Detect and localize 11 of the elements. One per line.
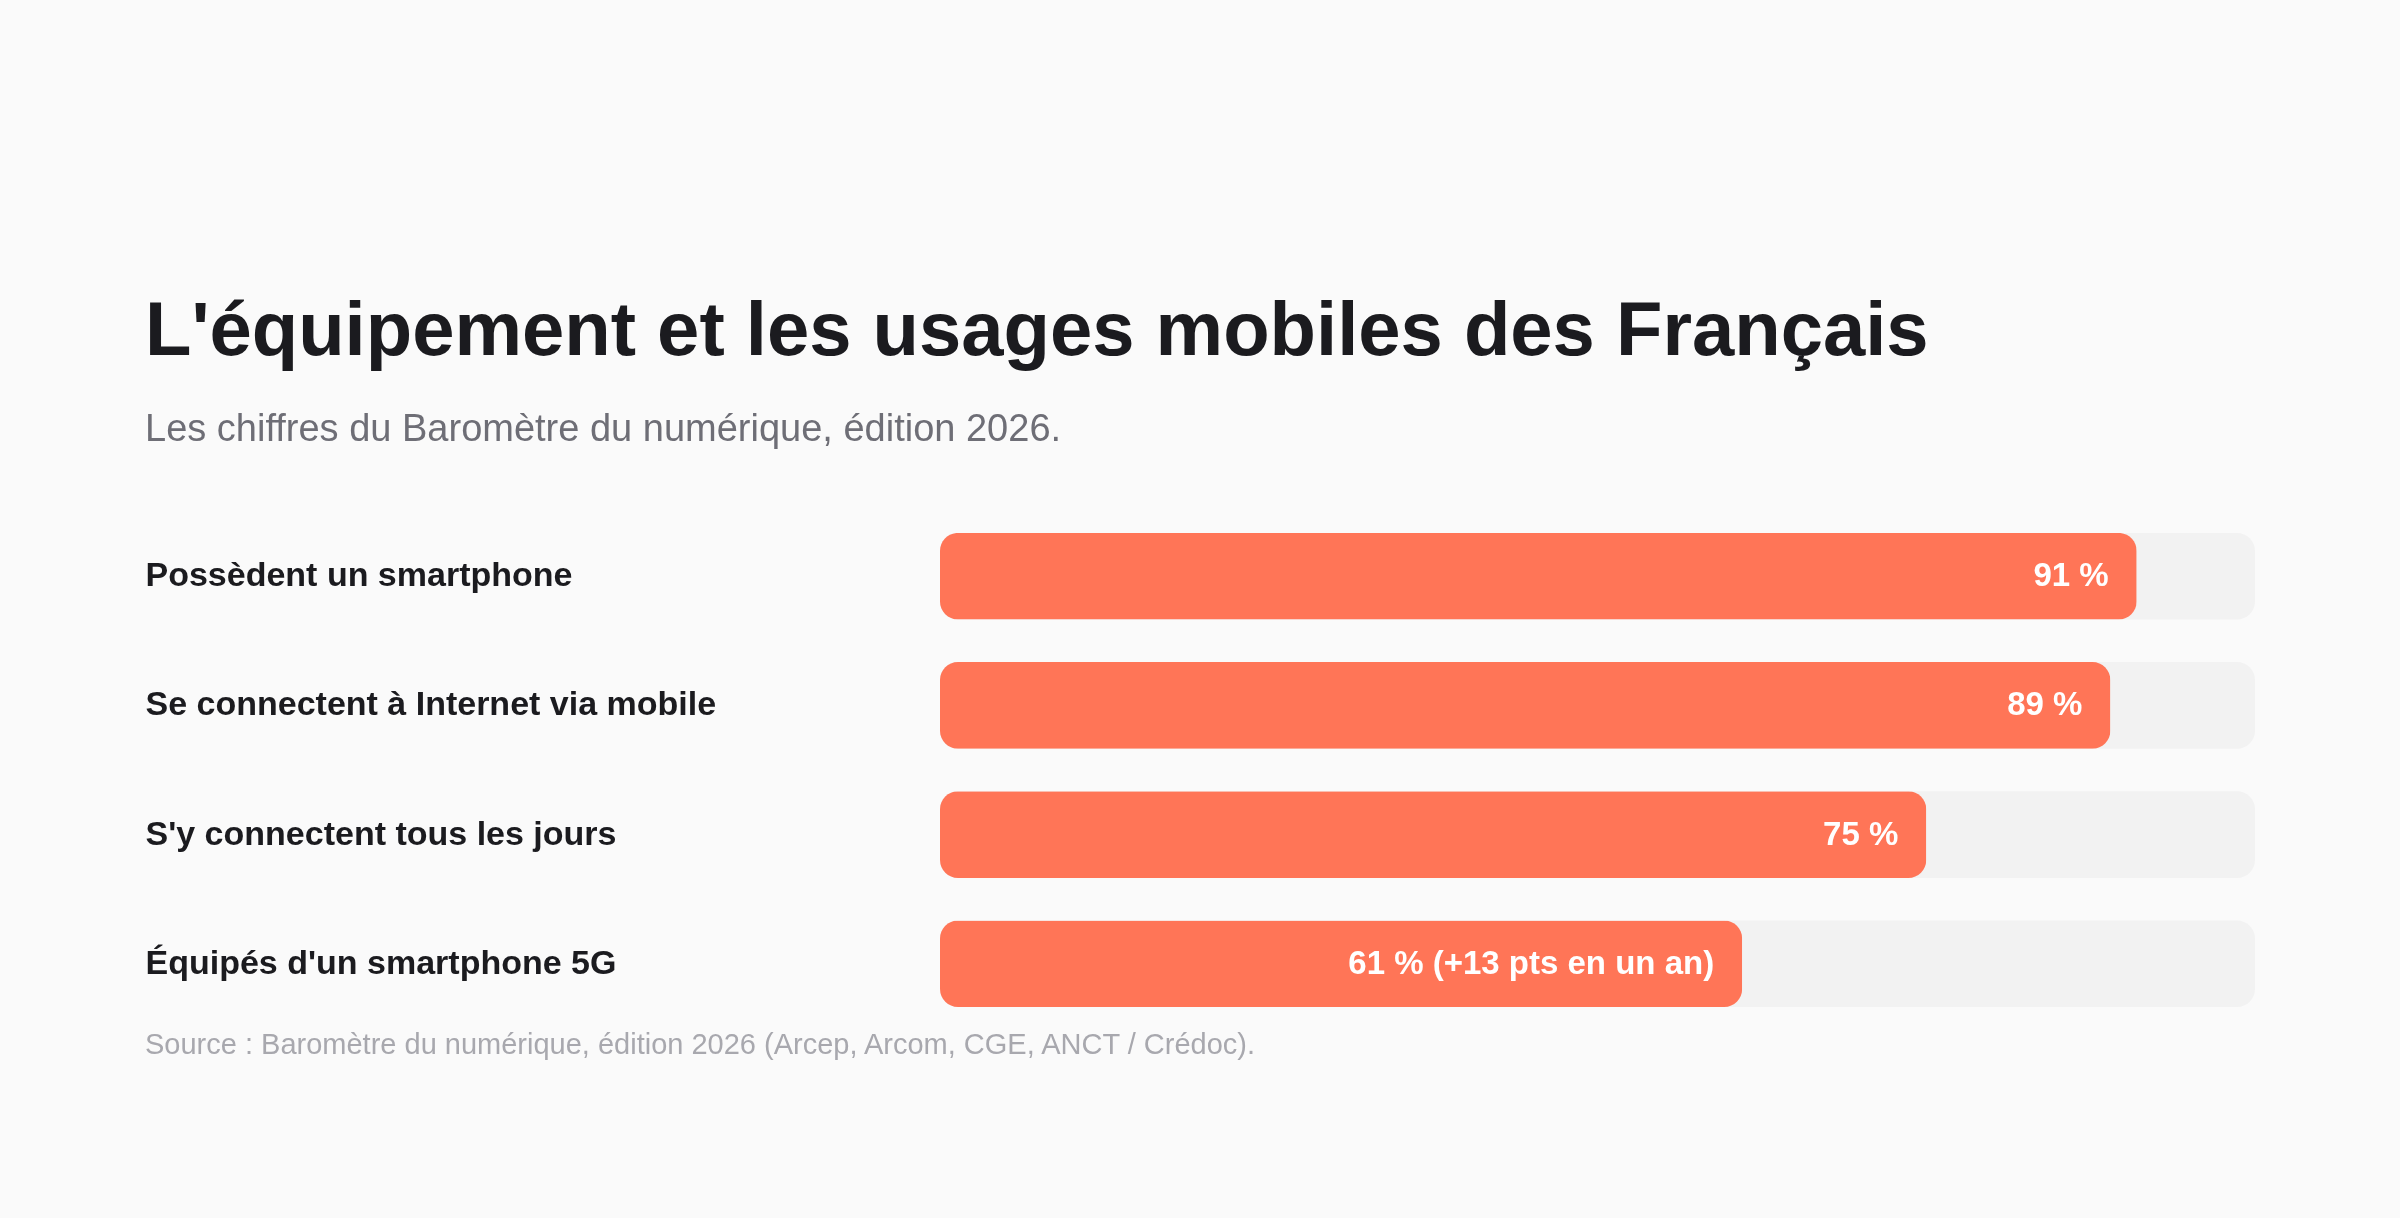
text: Les chiffres du Baromètre du numérique, édition 2026.: [145, 407, 1062, 449]
chart-title: L'équipement et les usages mobiles des Français: [145, 286, 1929, 371]
data-label: 61 % (+13 pts en un an): [1348, 943, 1715, 981]
data-label: 91 %: [2033, 556, 2109, 594]
data-label: 75 %: [1823, 814, 1899, 852]
y-tick-label: Équipés d'un smartphone 5G: [145, 942, 617, 981]
y-tick-label: S'y connectent tous les jours: [145, 813, 617, 852]
y-tick-label: Se connectent à Internet via mobile: [145, 684, 717, 723]
source-note: Source : Baromètre du numérique, édition 2026 (Arcep, Arcom, CGE, ANCT / Crédoc).: [145, 1028, 1256, 1061]
data-label: 89 %: [2007, 685, 2083, 723]
y-tick-label: Possèdent un smartphone: [145, 555, 573, 594]
